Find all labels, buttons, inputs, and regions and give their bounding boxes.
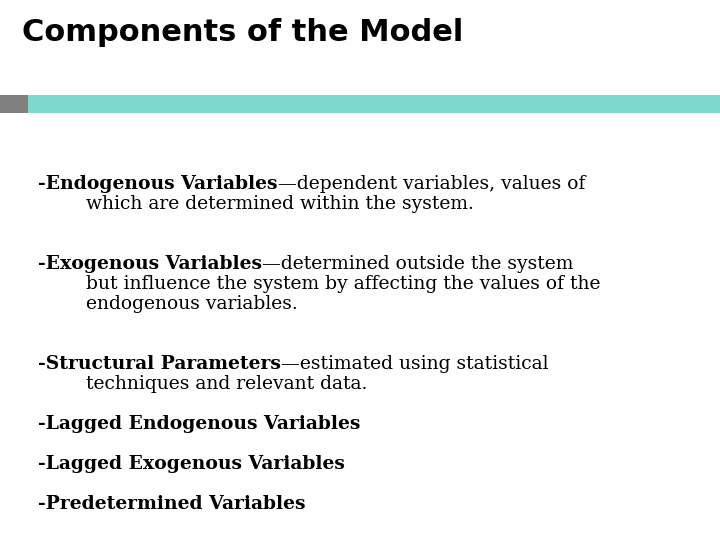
Bar [0, 95, 28, 113]
Text: -Lagged Exogenous Variables: -Lagged Exogenous Variables [38, 455, 345, 473]
Text: -Exogenous Variables: -Exogenous Variables [38, 255, 262, 273]
Text: —determined outside the system: —determined outside the system [262, 255, 573, 273]
Text: -Predetermined Variables: -Predetermined Variables [38, 495, 305, 513]
Bar [28, 95, 720, 113]
Text: —dependent variables, values of: —dependent variables, values of [277, 175, 585, 193]
Text: endogenous variables.: endogenous variables. [38, 295, 298, 313]
Text: -Structural Parameters: -Structural Parameters [38, 355, 281, 373]
Text: -Lagged Endogenous Variables: -Lagged Endogenous Variables [38, 415, 361, 433]
Text: Components of the Model: Components of the Model [22, 18, 464, 47]
Text: —estimated using statistical: —estimated using statistical [281, 355, 549, 373]
Text: but influence the system by affecting the values of the: but influence the system by affecting th… [38, 275, 600, 293]
Text: -Endogenous Variables: -Endogenous Variables [38, 175, 277, 193]
Text: techniques and relevant data.: techniques and relevant data. [38, 375, 367, 393]
Text: which are determined within the system.: which are determined within the system. [38, 195, 474, 213]
